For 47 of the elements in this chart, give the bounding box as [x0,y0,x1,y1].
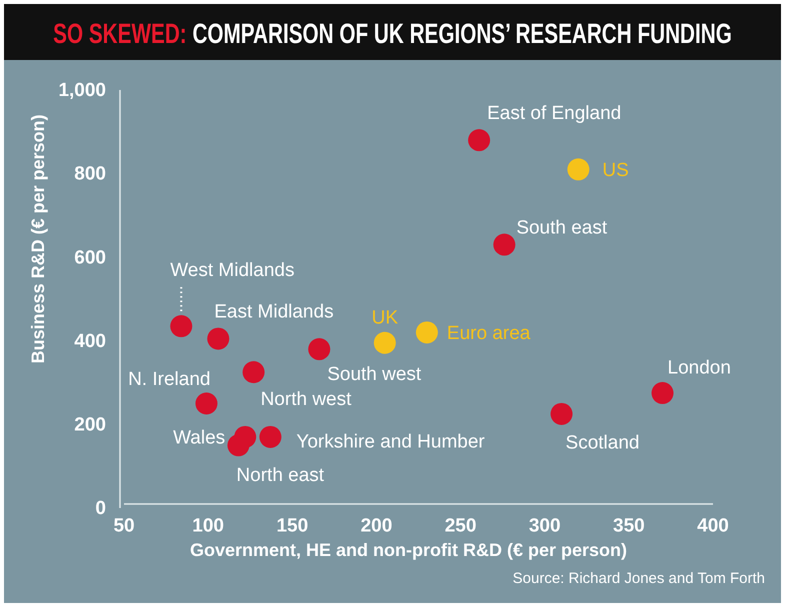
annotation: London [668,358,731,379]
x-axis-title: Government, HE and non-profit R&D (€ per person) [190,540,628,560]
point [308,338,330,360]
annotation: North west [260,388,352,410]
y-tick-label: 800 [74,164,106,185]
annotation: US [602,160,629,182]
annotation: South east [516,217,608,238]
annotation: Yorkshire and Humber [296,432,486,453]
point [468,129,490,152]
x-tick-label: 350 [613,515,645,536]
y-axis-title: Business R&D (€ per person) [28,114,48,364]
x-tick-label: 100 [192,515,224,536]
annotation: West Midlands [170,260,294,281]
y-tick-label: 400 [74,330,106,352]
annotation: Wales [173,428,226,449]
point [567,158,590,180]
annotation: Scotland [566,432,640,454]
point [374,332,396,354]
source-note: Source: Richard Jones and Tom Forth [512,570,765,587]
point [242,361,265,384]
y-tick-label: 200 [74,414,106,436]
point [170,315,192,338]
x-tick-label: 150 [276,515,308,536]
y-tick-label: 600 [74,247,106,268]
annotation: East of England [487,102,622,124]
point [652,382,674,404]
x-tick-label: 200 [360,515,392,536]
annotation: East Midlands [214,301,334,322]
y-tick-label: 1,000 [58,80,106,102]
annotation: Euro area [446,323,531,344]
point [493,234,516,256]
point [195,392,218,414]
point [207,328,230,350]
point [227,434,250,456]
x-tick-label: 300 [528,515,561,536]
annotation: UK [372,308,398,329]
point [550,402,573,425]
annotation: South west [327,364,422,385]
point [416,321,438,344]
annotation: North east [236,464,325,486]
point [259,426,282,448]
chart-title: SO SKEWED: COMPARISON OF UK REGIONS’ RESEARCH FUNDING [53,19,732,50]
x-tick-label: 400 [697,515,729,536]
x-tick-label: 50 [113,515,135,536]
x-tick-label: 250 [444,515,476,536]
y-tick-label: 0 [95,498,106,520]
annotation: N. Ireland [128,369,210,390]
